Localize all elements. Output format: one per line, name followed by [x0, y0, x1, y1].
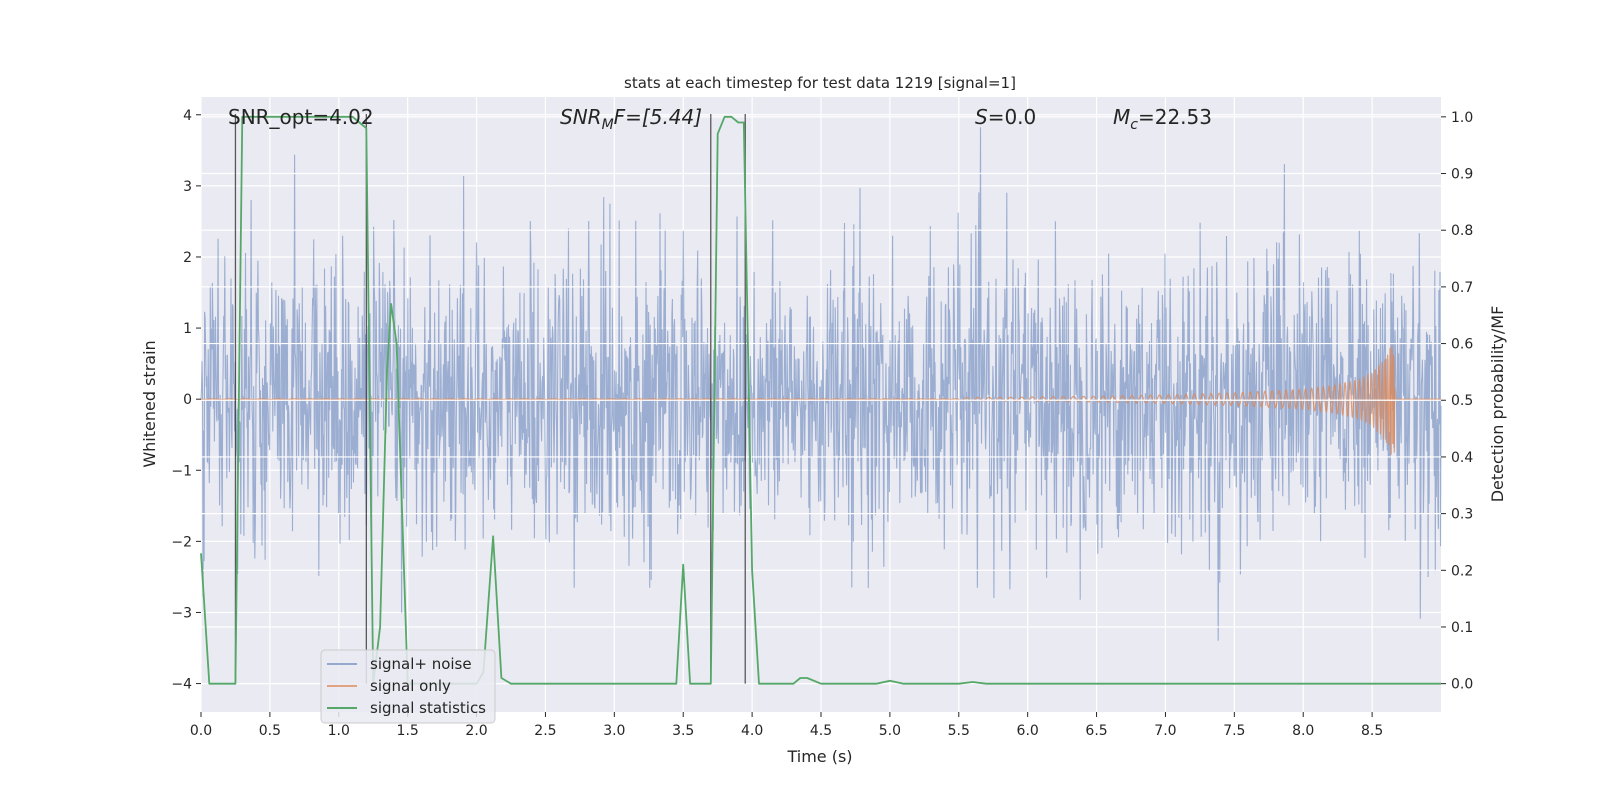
legend-label-signal-only: signal only	[370, 677, 451, 695]
y-right-tick-label: 0.1	[1451, 620, 1473, 636]
legend-label-signal-statistics: signal statistics	[370, 699, 486, 717]
y-axis-label-left: Whitened strain	[140, 340, 159, 467]
y-left-tick-label: −2	[171, 534, 192, 550]
signal-statistics-series-layer	[200, 115, 1441, 685]
x-tick-label: 0.0	[190, 723, 212, 739]
y-left-tick-label: 4	[183, 108, 192, 124]
y-right-tick-label: 1.0	[1451, 110, 1473, 126]
x-tick-label: 4.0	[741, 723, 763, 739]
y-left-tick-label: 2	[183, 250, 192, 266]
y-right-tick-label: 0.8	[1451, 223, 1473, 239]
s-value: =0.0	[988, 105, 1037, 129]
legend-box	[320, 649, 496, 724]
x-tick-label: 5.0	[879, 723, 901, 739]
x-tick-label: 4.5	[810, 723, 832, 739]
x-tick-label: 6.0	[1017, 723, 1039, 739]
signal-only-series-layer	[200, 116, 1441, 685]
y-right-tick-label: 0.7	[1451, 280, 1473, 296]
annotation-s: S=0.0	[975, 105, 1036, 129]
x-tick-label: 8.5	[1361, 723, 1383, 739]
mc-value: =22.53	[1138, 105, 1212, 129]
x-axis-label: Time (s)	[786, 747, 852, 766]
tick-label-layer: 0.0 0.5 1.0 1.5 2.0 2.5 3.0 3.5 4.0 4.5 5.0 5.5 6.0 6…	[171, 108, 1473, 739]
annotation-snr-opt: SNR_opt=4.02	[228, 105, 374, 129]
annotation-mc: Mc=22.53	[1113, 105, 1212, 133]
y-right-tick-label: 0.4	[1451, 450, 1473, 466]
snr-mf-rest: F=[5.44]	[614, 105, 702, 129]
snr-mf-sub: M	[602, 117, 614, 133]
y-left-tick-label: −4	[171, 677, 192, 693]
x-tick-label: 1.0	[328, 723, 350, 739]
y-left-tick-label: 3	[183, 179, 192, 195]
mc-sub: c	[1130, 117, 1138, 133]
y-right-tick-label: 0.9	[1451, 167, 1473, 183]
y-right-tick-label: 0.6	[1451, 337, 1473, 353]
x-tick-label: 3.5	[672, 723, 694, 739]
x-tick-label: 6.5	[1085, 723, 1107, 739]
x-tick-label: 5.5	[948, 723, 970, 739]
signal-noise-line	[200, 127, 1442, 641]
annotation-snr-mf: SNRMF=[5.44]	[560, 105, 702, 133]
legend: signal+ noise signal only signal statist…	[320, 649, 496, 724]
chart-title: stats at each timestep for test data 121…	[624, 74, 1016, 92]
y-left-tick-label: 1	[183, 321, 192, 337]
noise-series-layer	[200, 127, 1442, 641]
s-label: S	[975, 105, 988, 129]
x-tick-label: 2.5	[534, 723, 556, 739]
y-left-tick-label: −1	[171, 463, 192, 479]
x-tick-label: 7.5	[1223, 723, 1245, 739]
x-tick-label: 0.5	[259, 723, 281, 739]
x-tick-label: 2.0	[465, 723, 487, 739]
x-tick-label: 1.5	[397, 723, 419, 739]
y-right-tick-label: 0.3	[1451, 507, 1473, 523]
vertical-markers-layer	[234, 114, 746, 684]
y-right-tick-label: 0.0	[1451, 677, 1473, 693]
signal-statistics-line	[200, 115, 1441, 685]
y-right-tick-label: 0.2	[1451, 563, 1473, 579]
y-left-tick-label: −3	[171, 605, 192, 621]
x-tick-label: 7.0	[1154, 723, 1176, 739]
mc-main: M	[1113, 105, 1130, 129]
y-left-tick-label: 0	[183, 392, 192, 408]
snr-mf-main: SNR	[560, 105, 602, 129]
x-tick-label: 3.0	[603, 723, 625, 739]
y-right-tick-label: 0.5	[1451, 393, 1473, 409]
x-tick-label: 8.0	[1292, 723, 1314, 739]
y-axis-label-right: Detection probability/MF	[1488, 306, 1507, 503]
legend-label-signal-noise: signal+ noise	[370, 655, 472, 673]
